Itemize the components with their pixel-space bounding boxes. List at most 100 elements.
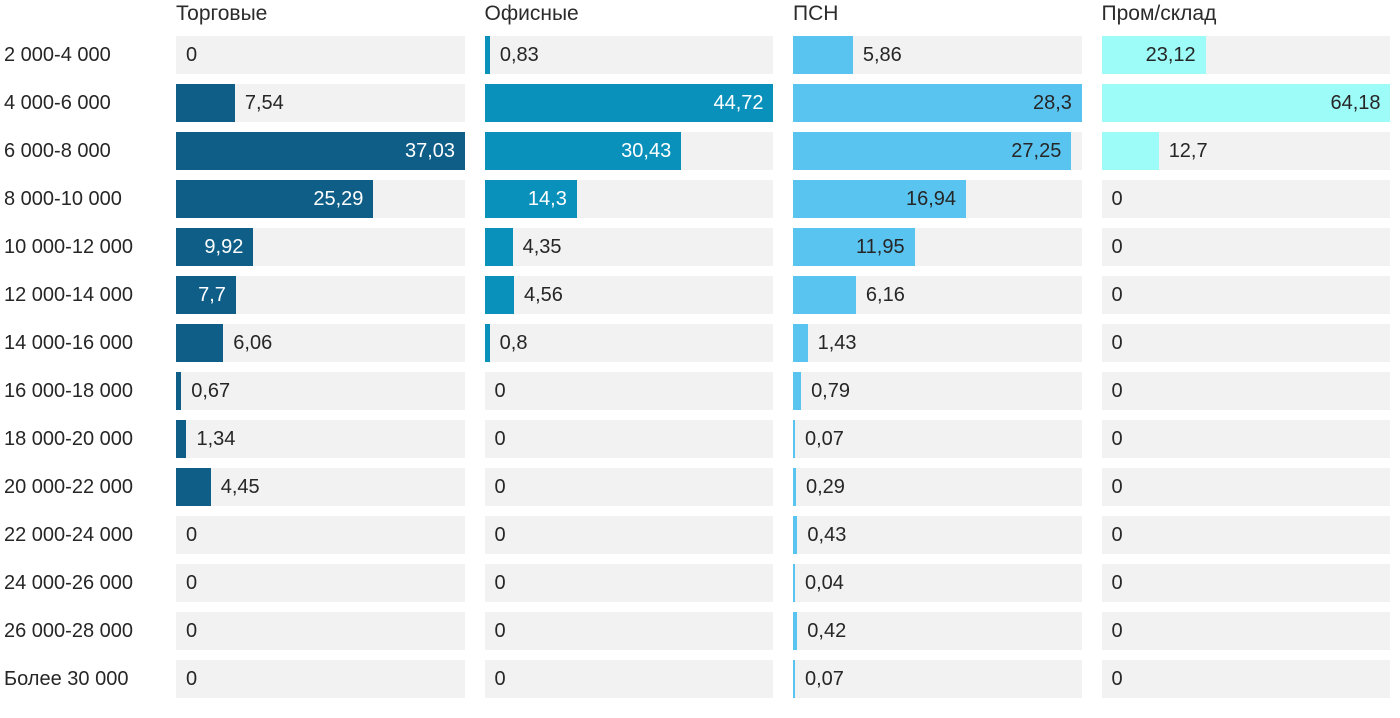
value-label: 0 [494, 668, 506, 690]
value-label: 0,43 [807, 524, 847, 546]
category-label: 12 000-14 000 [4, 284, 134, 306]
bar-track: 0 [176, 660, 465, 698]
bar [793, 420, 795, 458]
bar-track: 0 [176, 564, 465, 602]
bar-track: 0 [484, 372, 773, 410]
bar-track: 0 [176, 612, 465, 650]
bar-track: 0 [1101, 516, 1390, 554]
value-label: 0 [1111, 668, 1123, 690]
bar [793, 660, 795, 698]
value-label: 0,07 [805, 668, 844, 690]
value-label: 1,43 [817, 332, 857, 354]
value-label: 4,45 [220, 476, 260, 498]
bar [1101, 36, 1206, 74]
category-label: 8 000-10 000 [4, 188, 122, 210]
bar [176, 180, 374, 218]
bar [176, 420, 187, 458]
bar-track: 0 [1101, 372, 1390, 410]
bar-track: 7,54 [176, 84, 465, 122]
bar-track: 0 [1101, 564, 1390, 602]
value-label: 0 [186, 620, 198, 642]
value-label: 0,29 [805, 476, 845, 498]
bar [793, 36, 853, 74]
value-label: 0 [494, 380, 506, 402]
bar-track: 30,43 [484, 132, 773, 170]
bar [793, 228, 916, 266]
bar [176, 372, 182, 410]
bar-track: 1,43 [793, 324, 1082, 362]
chart-row: 2 000-4 000 0 0,83 5,86 23,12 [0, 36, 1400, 74]
chart-row: 8 000-10 000 25,29 14,3 16,94 0 [0, 180, 1400, 218]
value-label: 0 [186, 668, 198, 690]
bar-track: 0 [484, 420, 773, 458]
chart-row: 22 000-24 000 0 0 0,43 0 [0, 516, 1400, 554]
bar-track: 0,8 [484, 324, 773, 362]
value-label: 0 [494, 620, 506, 642]
value-label: 0 [186, 572, 198, 594]
bar-track: 0,07 [793, 660, 1082, 698]
series-header: Пром/склад [1101, 2, 1217, 25]
column-headers: Торговые Офисные ПСН Пром/склад [0, 0, 1400, 36]
bar-track: 64,18 [1101, 84, 1390, 122]
bar-track: 6,16 [793, 276, 1082, 314]
bar-track: 0,42 [793, 612, 1082, 650]
bar [484, 276, 514, 314]
chart-row: 20 000-22 000 4,45 0 0,29 0 [0, 468, 1400, 506]
chart-row: 16 000-18 000 0,67 0 0,79 0 [0, 372, 1400, 410]
chart-row: 26 000-28 000 0 0 0,42 0 [0, 612, 1400, 650]
bar-track: 1,34 [176, 420, 465, 458]
value-label: 0,67 [191, 380, 231, 402]
value-label: 16,94 [905, 188, 957, 210]
value-label: 37,03 [405, 140, 456, 162]
value-label: 27,25 [1011, 140, 1062, 162]
category-label: 4 000-6 000 [4, 92, 111, 114]
value-label: 6,06 [233, 332, 273, 354]
bar [793, 324, 808, 362]
series-header: ПСН [793, 2, 839, 25]
bar [793, 276, 856, 314]
category-label: 2 000-4 000 [4, 44, 111, 66]
chart-row: 12 000-14 000 7,7 4,56 6,16 0 [0, 276, 1400, 314]
chart-row: 14 000-16 000 6,06 0,8 1,43 0 [0, 324, 1400, 362]
value-label: 0,42 [807, 620, 847, 642]
bar-track: 4,35 [484, 228, 773, 266]
bar [176, 276, 237, 314]
bar-track: 6,06 [176, 324, 465, 362]
value-label: 0 [1111, 284, 1123, 306]
value-label: 64,18 [1330, 92, 1381, 114]
bar [484, 36, 490, 74]
value-label: 0 [1111, 620, 1123, 642]
value-label: 4,56 [523, 284, 563, 306]
bar-track: 0 [1101, 324, 1390, 362]
category-label: 18 000-20 000 [4, 428, 134, 450]
bar-track: 0 [1101, 276, 1390, 314]
bar [484, 180, 577, 218]
value-label: 11,95 [856, 236, 905, 258]
bar-track: 0 [1101, 612, 1390, 650]
value-label: 6,16 [865, 284, 905, 306]
value-label: 0 [494, 476, 506, 498]
bar [793, 132, 1072, 170]
value-label: 0 [1111, 524, 1123, 546]
bar [793, 84, 1082, 122]
bar [176, 324, 224, 362]
bar-track: 0 [176, 516, 465, 554]
value-label: 0 [1111, 476, 1123, 498]
bar-track: 0 [176, 36, 465, 74]
bar [176, 132, 465, 170]
bar-track: 0 [484, 612, 773, 650]
bar [176, 468, 211, 506]
bar-track: 0 [1101, 180, 1390, 218]
value-label: 0 [1111, 428, 1123, 450]
bar-track: 37,03 [176, 132, 465, 170]
value-label: 0,8 [499, 332, 528, 354]
bar-track: 0,67 [176, 372, 465, 410]
chart-row: 6 000-8 000 37,03 30,43 27,25 12,7 [0, 132, 1400, 170]
chart-row: 4 000-6 000 7,54 44,72 28,3 64,18 [0, 84, 1400, 122]
bar-track: 4,56 [484, 276, 773, 314]
category-label: 26 000-28 000 [4, 620, 134, 642]
bar [484, 132, 682, 170]
chart-rows: 2 000-4 000 0 0,83 5,86 23,12 4 000-6 000 7,54… [0, 36, 1400, 698]
bar-track: 9,92 [176, 228, 465, 266]
value-label: 0 [1111, 380, 1123, 402]
